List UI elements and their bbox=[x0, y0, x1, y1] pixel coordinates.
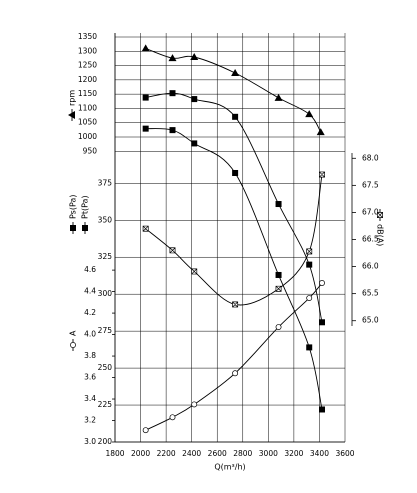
y-tick-label: 325 bbox=[98, 252, 113, 261]
y3-tick-label: 1250 bbox=[78, 61, 97, 70]
x-axis-title: Q(m³/h) bbox=[214, 463, 245, 472]
y3-tick-label: 1300 bbox=[78, 46, 97, 55]
y2-tick-label: 68.0 bbox=[362, 153, 379, 162]
y3-tick-label: 1350 bbox=[78, 32, 97, 41]
x-tick-label: 2400 bbox=[182, 449, 201, 458]
marker-xsquare bbox=[306, 248, 313, 255]
y2-tick-label: 65.0 bbox=[362, 316, 379, 325]
marker-xsquare bbox=[169, 247, 176, 254]
y-tick-label: 225 bbox=[98, 400, 113, 409]
marker-xsquare bbox=[191, 268, 198, 275]
axis-title: rpm bbox=[68, 90, 77, 121]
x-tick-label: 2200 bbox=[157, 449, 176, 458]
x-tick-label: 2000 bbox=[131, 449, 150, 458]
marker-square bbox=[142, 94, 149, 101]
marker-triangle bbox=[168, 54, 177, 62]
y3-tick-label: 1100 bbox=[78, 103, 97, 112]
marker-circle bbox=[191, 401, 198, 408]
y4-tick-label: 4.6 bbox=[84, 265, 96, 274]
axis-title: dB(A) bbox=[376, 209, 385, 246]
marker-square bbox=[232, 113, 239, 120]
axis-title-symbol bbox=[68, 111, 75, 119]
marker-square bbox=[306, 261, 313, 268]
y3-tick-label: 1000 bbox=[78, 132, 97, 141]
marker-triangle bbox=[305, 110, 314, 118]
marker-square bbox=[232, 169, 239, 176]
marker-xsquare bbox=[232, 301, 239, 308]
axis-title-symbol bbox=[82, 225, 88, 231]
y2-tick-label: 67.0 bbox=[362, 207, 379, 216]
y3-tick-label: 1050 bbox=[78, 118, 97, 127]
marker-square bbox=[275, 201, 282, 208]
marker-xsquare bbox=[275, 285, 282, 292]
axis-title-symbol bbox=[70, 342, 76, 348]
y4-tick-label: 3.6 bbox=[84, 373, 96, 382]
marker-circle bbox=[306, 295, 313, 301]
marker-triangle bbox=[316, 128, 325, 136]
axis-title-text: Pt(Pa) bbox=[81, 195, 90, 219]
marker-square bbox=[306, 344, 313, 351]
y-tick-label: 375 bbox=[98, 178, 113, 187]
axis-title: Pt(Pa) bbox=[81, 195, 90, 234]
marker-circle bbox=[142, 427, 149, 434]
marker-square bbox=[169, 90, 176, 97]
axis-title-text: A bbox=[69, 330, 78, 336]
y4-tick-label: 4.4 bbox=[84, 287, 96, 296]
x-tick-label: 3200 bbox=[284, 449, 303, 458]
marker-square bbox=[275, 271, 282, 278]
series-line bbox=[145, 174, 323, 306]
y2-tick-label: 65.5 bbox=[362, 289, 379, 298]
y-tick-label: 275 bbox=[98, 326, 113, 335]
marker-xsquare bbox=[319, 171, 325, 178]
axis-title-text: dB(A) bbox=[376, 224, 385, 246]
marker-square bbox=[319, 406, 325, 413]
y4-tick-label: 3.0 bbox=[84, 437, 96, 446]
marker-triangle bbox=[274, 93, 283, 101]
marker-circle bbox=[275, 324, 282, 331]
y3-tick-label: 1200 bbox=[78, 75, 97, 84]
marker-triangle bbox=[231, 69, 240, 76]
y-tick-label: 200 bbox=[98, 437, 113, 446]
y4-tick-label: 3.4 bbox=[84, 394, 96, 403]
marker-xsquare bbox=[142, 225, 149, 232]
marker-circle bbox=[319, 280, 325, 286]
y-tick-label: 300 bbox=[98, 289, 113, 298]
y2-tick-label: 67.5 bbox=[362, 180, 379, 189]
y4-tick-label: 4.2 bbox=[84, 308, 96, 317]
y-tick-label: 350 bbox=[98, 215, 113, 224]
x-tick-label: 2800 bbox=[233, 449, 252, 458]
marker-triangle bbox=[141, 44, 150, 52]
y3-tick-label: 950 bbox=[83, 146, 98, 155]
y2-tick-label: 66.0 bbox=[362, 262, 379, 271]
marker-square bbox=[169, 127, 176, 134]
y3-tick-label: 1150 bbox=[78, 89, 97, 98]
y4-tick-label: 3.8 bbox=[84, 351, 96, 360]
marker-circle bbox=[232, 370, 239, 377]
axis-title-symbol bbox=[70, 225, 76, 231]
y4-tick-label: 3.2 bbox=[84, 416, 96, 425]
x-tick-label: 3600 bbox=[335, 449, 354, 458]
marker-circle bbox=[169, 414, 176, 421]
x-tick-label: 1800 bbox=[105, 449, 124, 458]
marker-square bbox=[191, 140, 198, 147]
y-tick-label: 250 bbox=[98, 363, 113, 372]
y2-tick-label: 66.5 bbox=[362, 235, 379, 244]
axis-title-text: rpm bbox=[68, 90, 77, 106]
x-tick-label: 3000 bbox=[259, 449, 278, 458]
y4-tick-label: 4.0 bbox=[84, 330, 96, 339]
axis-title-text: Ps(Pa) bbox=[69, 195, 78, 219]
marker-triangle bbox=[190, 53, 199, 60]
axis-title: Ps(Pa) bbox=[69, 195, 78, 234]
axis-title: A bbox=[69, 330, 78, 351]
marker-square bbox=[191, 96, 198, 103]
axis-title-symbol bbox=[377, 212, 383, 218]
marker-square bbox=[142, 125, 149, 132]
x-tick-label: 2600 bbox=[208, 449, 227, 458]
x-tick-label: 3400 bbox=[310, 449, 329, 458]
marker-square bbox=[319, 319, 325, 326]
